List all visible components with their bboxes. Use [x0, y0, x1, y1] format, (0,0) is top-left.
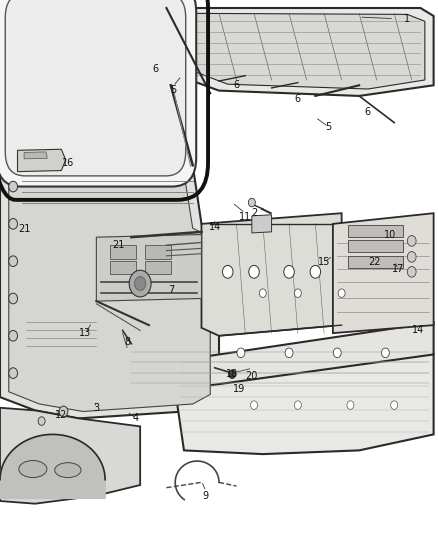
Circle shape: [251, 401, 258, 409]
Circle shape: [9, 330, 18, 341]
Text: 6: 6: [365, 107, 371, 117]
Polygon shape: [348, 240, 403, 252]
Circle shape: [38, 417, 45, 425]
Circle shape: [333, 348, 341, 358]
Polygon shape: [184, 13, 425, 89]
Text: 10: 10: [384, 230, 396, 239]
Polygon shape: [96, 235, 201, 301]
Circle shape: [9, 256, 18, 266]
Circle shape: [407, 266, 416, 277]
Circle shape: [310, 265, 321, 278]
Polygon shape: [0, 165, 219, 418]
Polygon shape: [175, 354, 434, 454]
Text: 3: 3: [93, 403, 99, 413]
Polygon shape: [145, 261, 171, 274]
Text: 7: 7: [168, 286, 174, 295]
Text: 20: 20: [246, 371, 258, 381]
Circle shape: [284, 265, 294, 278]
Polygon shape: [0, 408, 140, 504]
Circle shape: [229, 370, 236, 378]
Polygon shape: [110, 245, 136, 259]
Text: 16: 16: [62, 158, 74, 167]
Text: 8: 8: [124, 337, 130, 347]
Ellipse shape: [55, 463, 81, 478]
Circle shape: [407, 236, 416, 246]
Circle shape: [248, 198, 255, 207]
Text: 11: 11: [239, 212, 251, 222]
Polygon shape: [201, 213, 342, 336]
Polygon shape: [24, 152, 47, 159]
Polygon shape: [348, 256, 403, 268]
Circle shape: [237, 348, 245, 358]
Text: 14: 14: [208, 222, 221, 231]
Polygon shape: [0, 434, 105, 498]
Text: 1: 1: [404, 14, 410, 23]
FancyBboxPatch shape: [0, 0, 196, 187]
Text: 21: 21: [112, 240, 124, 250]
Ellipse shape: [19, 461, 47, 478]
Polygon shape: [348, 225, 403, 237]
Circle shape: [391, 401, 398, 409]
Circle shape: [294, 401, 301, 409]
Polygon shape: [333, 213, 434, 333]
Circle shape: [134, 277, 146, 290]
Text: 4: 4: [133, 414, 139, 423]
Text: 13: 13: [79, 328, 92, 338]
Circle shape: [294, 289, 301, 297]
Polygon shape: [166, 8, 434, 96]
Circle shape: [338, 289, 345, 297]
Circle shape: [407, 252, 416, 262]
Text: 5: 5: [170, 85, 176, 94]
FancyBboxPatch shape: [5, 0, 186, 176]
Text: 14: 14: [412, 326, 424, 335]
Text: 5: 5: [325, 122, 332, 132]
Text: 17: 17: [392, 264, 405, 274]
Text: 2: 2: [251, 208, 257, 218]
Circle shape: [9, 181, 18, 192]
Circle shape: [249, 265, 259, 278]
Polygon shape: [9, 173, 210, 411]
Circle shape: [59, 406, 68, 417]
Text: 18: 18: [226, 369, 238, 379]
Polygon shape: [252, 215, 272, 233]
Circle shape: [347, 401, 354, 409]
Text: 22: 22: [368, 257, 381, 267]
Circle shape: [9, 368, 18, 378]
Polygon shape: [110, 261, 136, 274]
Text: 15: 15: [318, 257, 330, 267]
Circle shape: [9, 293, 18, 304]
Text: 21: 21: [18, 224, 30, 234]
Text: 6: 6: [295, 94, 301, 103]
Polygon shape: [145, 245, 171, 259]
Circle shape: [285, 348, 293, 358]
Text: 6: 6: [152, 64, 159, 74]
Circle shape: [129, 270, 151, 297]
Polygon shape: [18, 149, 66, 172]
Text: 12: 12: [55, 410, 67, 419]
Circle shape: [223, 265, 233, 278]
Text: 9: 9: [203, 491, 209, 500]
Circle shape: [9, 219, 18, 229]
Circle shape: [381, 348, 389, 358]
Text: 19: 19: [233, 384, 245, 394]
Text: 6: 6: [233, 80, 240, 90]
Circle shape: [259, 289, 266, 297]
Polygon shape: [123, 322, 434, 390]
